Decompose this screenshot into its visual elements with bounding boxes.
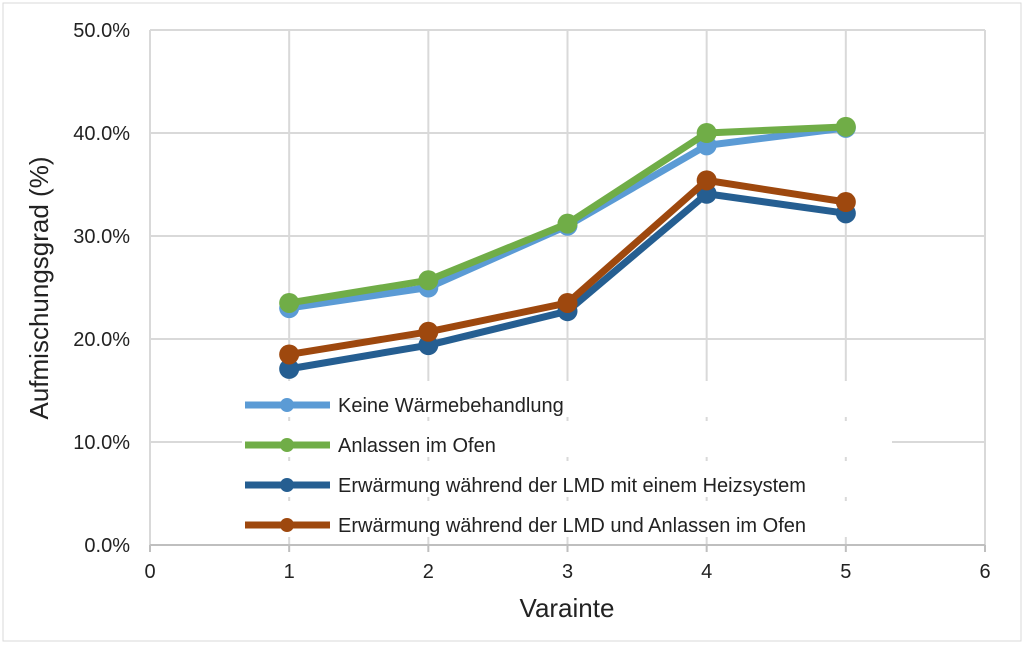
- data-point: [557, 213, 578, 234]
- x-tick-label: 0: [144, 561, 155, 583]
- x-tick-label: 4: [701, 561, 712, 583]
- y-tick-label: 0.0%: [84, 535, 130, 557]
- y-tick-label: 10.0%: [73, 432, 130, 454]
- legend-background: [242, 381, 892, 417]
- data-point: [835, 116, 856, 137]
- data-point: [279, 292, 300, 313]
- legend-background: [242, 461, 892, 497]
- y-tick-label: 50.0%: [73, 20, 130, 42]
- legend-label: Erwärmung während der LMD mit einem Heiz…: [338, 475, 806, 497]
- x-tick-label: 5: [840, 561, 851, 583]
- data-point: [696, 123, 717, 143]
- data-point: [557, 292, 578, 313]
- data-point: [835, 192, 856, 213]
- data-point: [279, 344, 300, 365]
- legend-label: Erwärmung während der LMD und Anlassen i…: [338, 515, 806, 537]
- y-axis-label: Aufmischungsgrad (%): [24, 157, 54, 420]
- legend-label: Keine Wärmebehandlung: [338, 395, 564, 417]
- x-tick-label: 1: [284, 561, 295, 583]
- data-point: [279, 358, 300, 379]
- legend-label: Anlassen im Ofen: [338, 435, 496, 457]
- data-point: [696, 170, 717, 191]
- y-tick-label: 30.0%: [73, 226, 130, 248]
- y-tick-label: 20.0%: [73, 329, 130, 351]
- y-tick-label: 40.0%: [73, 123, 130, 145]
- x-axis-label: Varainte: [520, 593, 615, 623]
- x-tick-label: 6: [979, 561, 990, 583]
- legend-marker: [280, 398, 294, 412]
- x-tick-label: 2: [423, 561, 434, 583]
- data-point: [418, 270, 439, 291]
- legend-marker: [280, 478, 294, 492]
- legend-background: [242, 421, 892, 457]
- x-tick-label: 3: [562, 561, 573, 583]
- legend-marker: [280, 438, 294, 452]
- data-point: [418, 321, 439, 342]
- legend-marker: [280, 518, 294, 532]
- legend-background: [242, 501, 892, 537]
